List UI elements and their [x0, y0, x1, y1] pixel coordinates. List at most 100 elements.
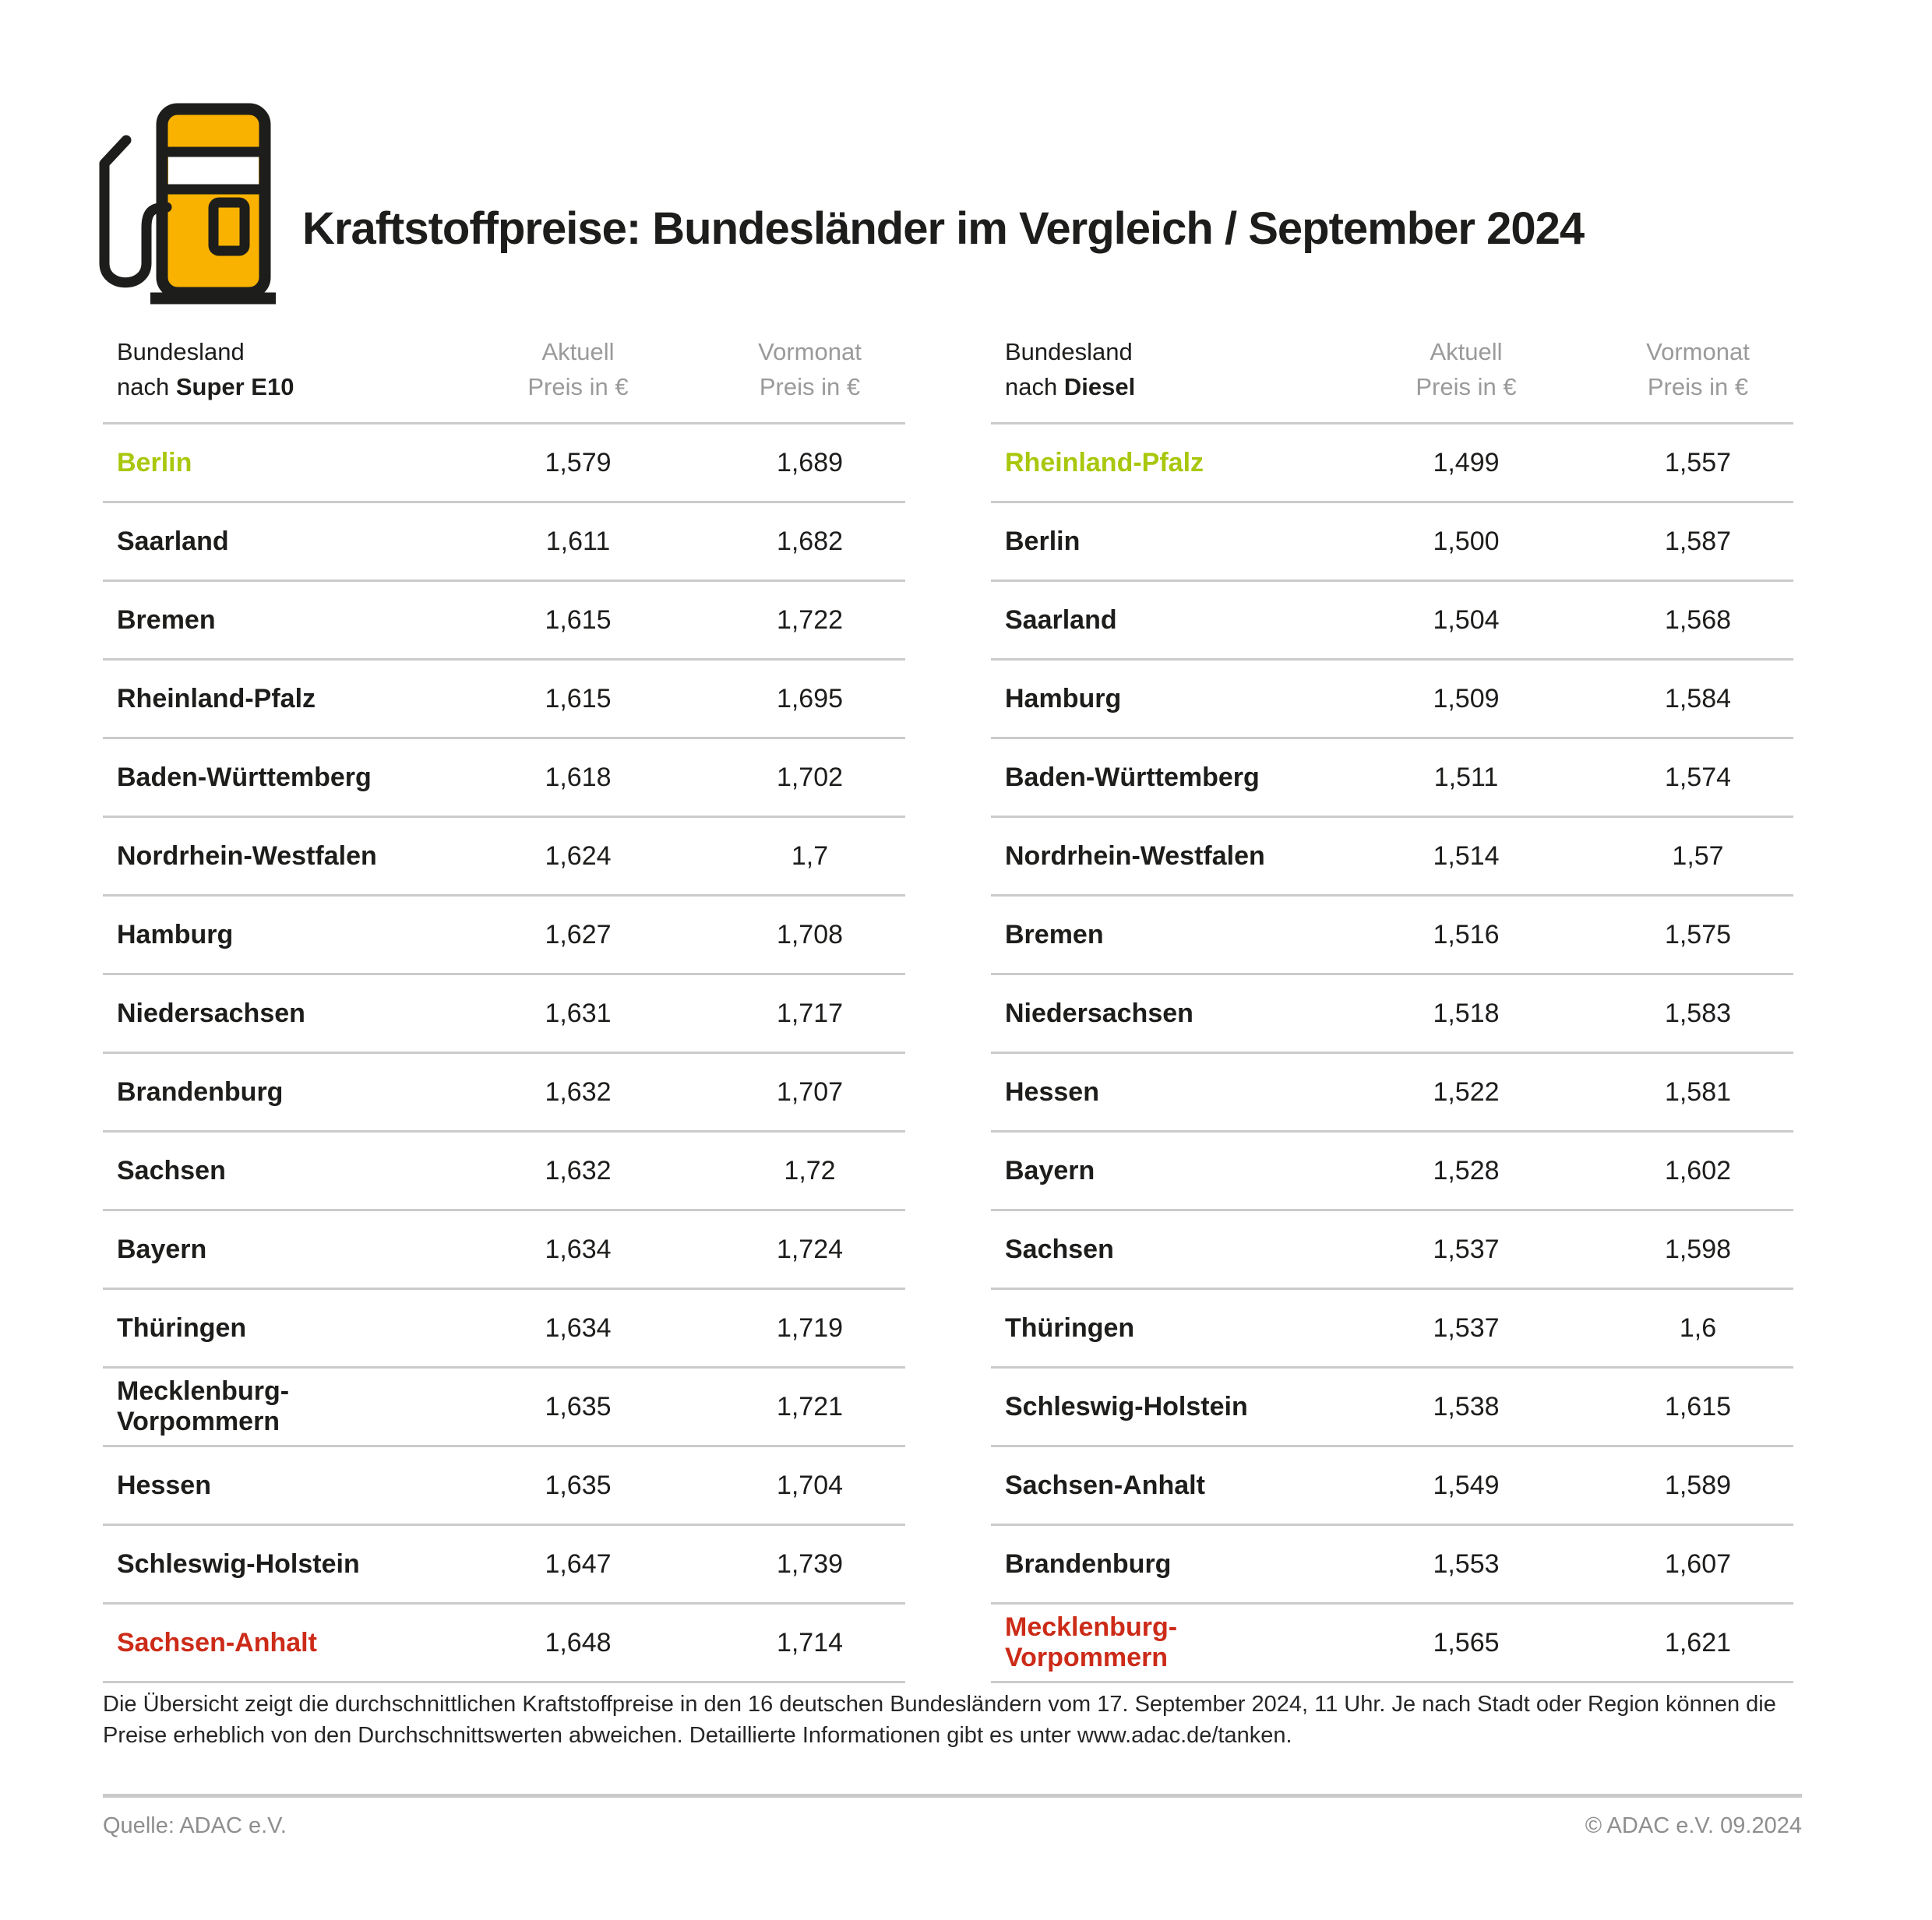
column-header-vormonat: Vormonat Preis in € [1646, 338, 1750, 400]
price-aktuell: 1,538 [1433, 1391, 1500, 1422]
table-row: Schleswig-Holstein 1,647 1,739 [103, 1526, 905, 1605]
price-aktuell: 1,615 [545, 604, 612, 635]
price-aktuell: 1,618 [545, 762, 612, 792]
price-vormonat: 1,739 [776, 1548, 844, 1579]
price-vormonat: 1,621 [1664, 1627, 1732, 1658]
table-row: Bremen 1,516 1,575 [991, 897, 1793, 975]
state-name: Brandenburg [1005, 1548, 1172, 1579]
state-name: Baden-Württemberg [1005, 762, 1260, 792]
state-name: Hessen [1005, 1076, 1099, 1107]
price-vormonat: 1,714 [776, 1627, 844, 1658]
state-name: Niedersachsen [117, 998, 305, 1028]
state-name: Berlin [117, 447, 192, 477]
table-row: Baden-Württemberg 1,511 1,574 [991, 739, 1793, 818]
footnote-line-2: Preise erheblich von den Durchschnittswe… [103, 1723, 1292, 1748]
price-vormonat: 1,602 [1664, 1155, 1732, 1185]
table-row: Nordrhein-Westfalen 1,624 1,7 [103, 818, 905, 897]
price-vormonat: 1,607 [1664, 1548, 1732, 1579]
price-aktuell: 1,499 [1433, 447, 1500, 477]
table-diesel: Bundesland nach Diesel Aktuell Preis in … [991, 331, 1793, 1683]
state-name: Rheinland-Pfalz [117, 683, 316, 713]
price-aktuell: 1,631 [545, 998, 612, 1028]
table-row: Bremen 1,615 1,722 [103, 582, 905, 661]
price-vormonat: 1,724 [776, 1234, 844, 1264]
state-name: Saarland [117, 526, 229, 556]
price-aktuell: 1,549 [1433, 1470, 1500, 1500]
state-name: Schleswig-Holstein [1005, 1391, 1248, 1422]
table-header: Bundesland nach Super E10 Aktuell Preis … [103, 331, 905, 425]
state-name: Bremen [1005, 919, 1104, 949]
state-name: Bayern [1005, 1155, 1095, 1185]
price-vormonat: 1,707 [776, 1076, 844, 1107]
price-vormonat: 1,689 [776, 447, 844, 477]
table-row: Saarland 1,611 1,682 [103, 503, 905, 582]
table-row: Brandenburg 1,553 1,607 [991, 1526, 1793, 1605]
price-vormonat: 1,581 [1664, 1076, 1732, 1107]
state-name: Nordrhein-Westfalen [1005, 840, 1265, 871]
price-vormonat: 1,587 [1664, 526, 1732, 556]
state-name: Thüringen [1005, 1312, 1135, 1343]
price-aktuell: 1,518 [1433, 998, 1500, 1028]
table-row: Rheinland-Pfalz 1,615 1,695 [103, 661, 905, 739]
price-aktuell: 1,522 [1433, 1076, 1500, 1107]
table-row: Hamburg 1,627 1,708 [103, 897, 905, 975]
price-vormonat: 1,721 [776, 1391, 844, 1422]
price-aktuell: 1,500 [1433, 526, 1500, 556]
state-name: Brandenburg [117, 1076, 284, 1107]
state-name: Hamburg [1005, 683, 1122, 713]
price-aktuell: 1,624 [545, 840, 612, 871]
fuel-pump-icon [99, 103, 276, 305]
state-name: Rheinland-Pfalz [1005, 447, 1204, 477]
price-vormonat: 1,589 [1664, 1470, 1732, 1500]
price-aktuell: 1,634 [545, 1312, 612, 1343]
price-vormonat: 1,57 [1672, 840, 1724, 871]
column-header-aktuell: Aktuell Preis in € [527, 338, 629, 400]
state-name: Sachsen-Anhalt [1005, 1470, 1205, 1500]
price-vormonat: 1,682 [776, 526, 844, 556]
state-name: Hessen [117, 1470, 211, 1500]
price-aktuell: 1,611 [545, 526, 611, 556]
price-vormonat: 1,583 [1664, 998, 1732, 1028]
table-row: Nordrhein-Westfalen 1,514 1,57 [991, 818, 1793, 897]
price-aktuell: 1,635 [545, 1391, 612, 1422]
price-vormonat: 1,704 [776, 1470, 844, 1500]
state-name: Schleswig-Holstein [117, 1548, 360, 1579]
table-row: Thüringen 1,634 1,719 [103, 1290, 905, 1369]
table-row: Saarland 1,504 1,568 [991, 582, 1793, 661]
state-name: Niedersachsen [1005, 998, 1193, 1028]
table-super-e10: Bundesland nach Super E10 Aktuell Preis … [103, 331, 905, 1683]
table-row: Sachsen 1,632 1,72 [103, 1133, 905, 1211]
price-aktuell: 1,514 [1433, 840, 1500, 871]
price-vormonat: 1,702 [776, 762, 844, 792]
state-name: Mecklenburg-Vorpommern [117, 1376, 290, 1436]
state-name: Bayern [117, 1234, 207, 1264]
price-aktuell: 1,615 [545, 683, 612, 713]
footer-divider [103, 1794, 1802, 1798]
price-aktuell: 1,509 [1433, 683, 1500, 713]
price-vormonat: 1,719 [776, 1312, 844, 1343]
table-row: Bayern 1,528 1,602 [991, 1133, 1793, 1211]
price-vormonat: 1,6 [1679, 1312, 1717, 1343]
source-label: Quelle: ADAC e.V. [103, 1813, 287, 1838]
state-name: Thüringen [117, 1312, 247, 1343]
price-aktuell: 1,537 [1433, 1234, 1500, 1264]
price-vormonat: 1,717 [776, 998, 844, 1028]
table-body: Rheinland-Pfalz 1,499 1,557 Berlin 1,500 1,58… [991, 425, 1793, 1683]
page-title: Kraftstoffpreise: Bundesländer im Vergle… [302, 203, 1585, 254]
state-name: Nordrhein-Westfalen [117, 840, 377, 871]
table-row: Sachsen-Anhalt 1,549 1,589 [991, 1447, 1793, 1526]
state-name: Sachsen-Anhalt [117, 1627, 317, 1658]
price-aktuell: 1,632 [545, 1155, 612, 1185]
table-row: Hessen 1,522 1,581 [991, 1054, 1793, 1133]
price-vormonat: 1,568 [1664, 604, 1732, 635]
table-row: Sachsen 1,537 1,598 [991, 1211, 1793, 1290]
price-vormonat: 1,695 [776, 683, 844, 713]
state-name: Berlin [1005, 526, 1081, 556]
state-name: Mecklenburg-Vorpommern [1005, 1612, 1178, 1672]
price-vormonat: 1,72 [784, 1155, 836, 1185]
price-aktuell: 1,528 [1433, 1155, 1500, 1185]
column-header-bundesland: Bundesland nach Super E10 [117, 338, 294, 400]
price-aktuell: 1,627 [545, 919, 612, 949]
price-aktuell: 1,634 [545, 1234, 612, 1264]
table-row: Niedersachsen 1,631 1,717 [103, 975, 905, 1054]
